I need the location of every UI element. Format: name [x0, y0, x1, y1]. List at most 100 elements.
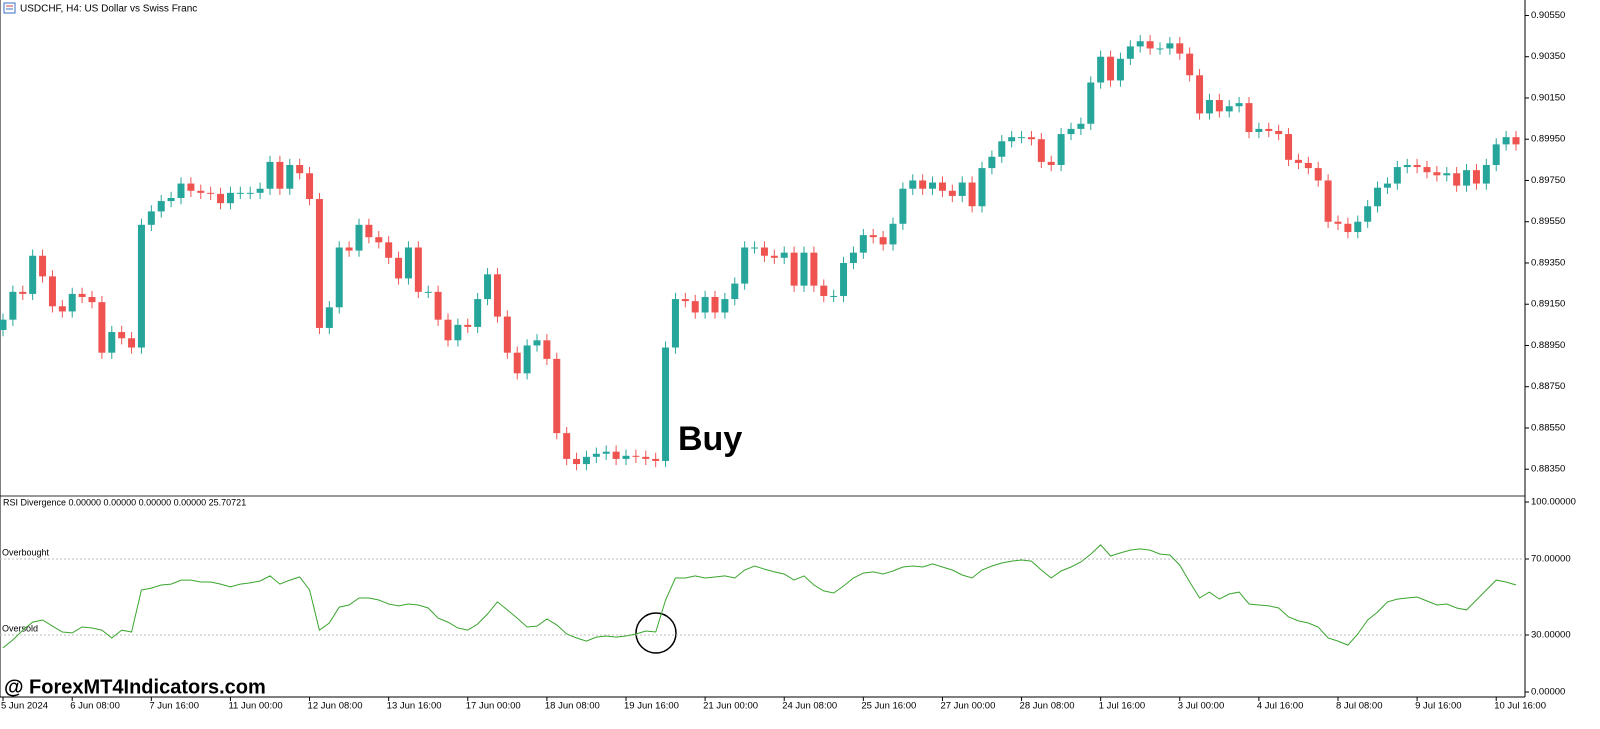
candle-body	[800, 252, 808, 286]
candle-body	[217, 193, 225, 204]
candle-body	[1126, 46, 1134, 59]
candle-body	[1265, 128, 1273, 131]
candle-body	[988, 156, 996, 169]
candle-body	[810, 252, 818, 286]
candle-body	[849, 252, 857, 263]
candle-body	[29, 255, 37, 294]
candle-body	[0, 319, 7, 330]
candle-body	[879, 237, 887, 245]
candle-body	[1334, 221, 1342, 224]
candle-body	[355, 224, 363, 251]
watermark: @ ForexMT4Indicators.com	[4, 676, 266, 698]
candle-body	[1304, 162, 1312, 169]
candle-body	[1186, 53, 1194, 76]
candle-body	[128, 338, 136, 348]
candle-body	[325, 307, 333, 328]
candle-body	[19, 291, 27, 294]
candle-body	[484, 274, 492, 300]
candle-body	[662, 347, 670, 461]
candle-body	[385, 242, 393, 258]
candle-body	[1502, 137, 1510, 145]
candle-body	[474, 299, 482, 327]
candle-body	[721, 299, 729, 313]
candle-body	[434, 291, 442, 320]
candle-body	[1512, 137, 1520, 145]
y-tick-label: 0.88550	[1531, 422, 1565, 433]
candle-body	[751, 247, 759, 249]
candle-body	[563, 433, 571, 459]
candle-body	[1383, 183, 1391, 188]
candle-body	[998, 141, 1006, 157]
candle-body	[256, 188, 264, 193]
candle-body	[513, 352, 521, 374]
x-tick-label: 8 Jul 08:00	[1336, 701, 1382, 712]
x-tick-label: 21 Jun 00:00	[703, 701, 758, 712]
candle-body	[760, 247, 768, 256]
candle-body	[414, 247, 422, 292]
candle-body	[533, 340, 541, 346]
candle-body	[137, 224, 145, 348]
candle-body	[454, 324, 462, 341]
candle-body	[315, 199, 323, 328]
indicator-title: RSI Divergence 0.00000 0.00000 0.00000 0…	[3, 497, 246, 507]
x-tick-label: 24 Jun 08:00	[782, 701, 837, 712]
candle-body	[929, 182, 937, 189]
candle-body	[909, 180, 917, 189]
highlight-circle	[635, 612, 677, 654]
x-tick-label: 6 Jun 08:00	[70, 701, 120, 712]
y-tick-label: 0.89350	[1531, 257, 1565, 268]
candle-body	[1285, 134, 1293, 160]
candle-body	[1176, 43, 1184, 54]
symbol-icon	[3, 2, 16, 14]
buy-annotation: Buy	[678, 420, 742, 458]
candle-body	[1008, 137, 1016, 142]
candle-body	[1245, 103, 1253, 132]
candle-body	[88, 297, 96, 303]
candle-body	[1146, 41, 1154, 49]
candle-body	[1067, 128, 1075, 135]
candle-body	[612, 451, 620, 459]
y-tick-label: 70.00000	[1531, 554, 1571, 565]
candle-body	[523, 345, 531, 374]
candle-body	[197, 190, 205, 193]
rsi-line	[2, 544, 1517, 649]
candle-body	[1097, 56, 1105, 83]
candle-body	[1047, 161, 1055, 165]
x-tick-label: 13 Jun 16:00	[387, 701, 442, 712]
candle-body	[1472, 170, 1480, 184]
candle-body	[1027, 137, 1035, 140]
x-tick-label: 4 Jul 16:00	[1257, 701, 1303, 712]
candle-body	[1443, 173, 1451, 176]
candle-body	[296, 165, 304, 174]
candle-body	[820, 285, 828, 296]
candle-body	[859, 235, 867, 253]
candle-body	[375, 237, 383, 243]
candle-body	[1275, 130, 1283, 135]
candle-body	[157, 201, 165, 212]
candle-body	[48, 276, 56, 307]
candle-body	[167, 198, 175, 202]
candle-body	[1205, 100, 1213, 114]
y-tick-label: 0.88350	[1531, 464, 1565, 475]
candle-body	[731, 283, 739, 300]
candle-body	[493, 274, 501, 317]
candle-body	[1403, 165, 1411, 168]
candle-body	[553, 358, 561, 434]
candle-body	[335, 247, 343, 308]
candle-body	[1215, 100, 1223, 112]
candle-body	[404, 247, 412, 279]
y-tick-label: 30.00000	[1531, 630, 1571, 641]
candle-body	[701, 297, 709, 313]
candle-body	[1364, 206, 1372, 222]
candle-body	[1463, 170, 1471, 186]
x-tick-label: 11 Jun 00:00	[228, 701, 282, 712]
candle-body	[286, 165, 294, 189]
y-tick-label: 100.00000	[1531, 497, 1576, 508]
candle-body	[1037, 139, 1045, 162]
x-tick-label: 19 Jun 16:00	[624, 701, 679, 712]
candle-body	[632, 455, 640, 457]
y-tick-label: 0.89550	[1531, 216, 1565, 227]
candle-body	[177, 183, 185, 198]
candle-body	[345, 247, 353, 251]
